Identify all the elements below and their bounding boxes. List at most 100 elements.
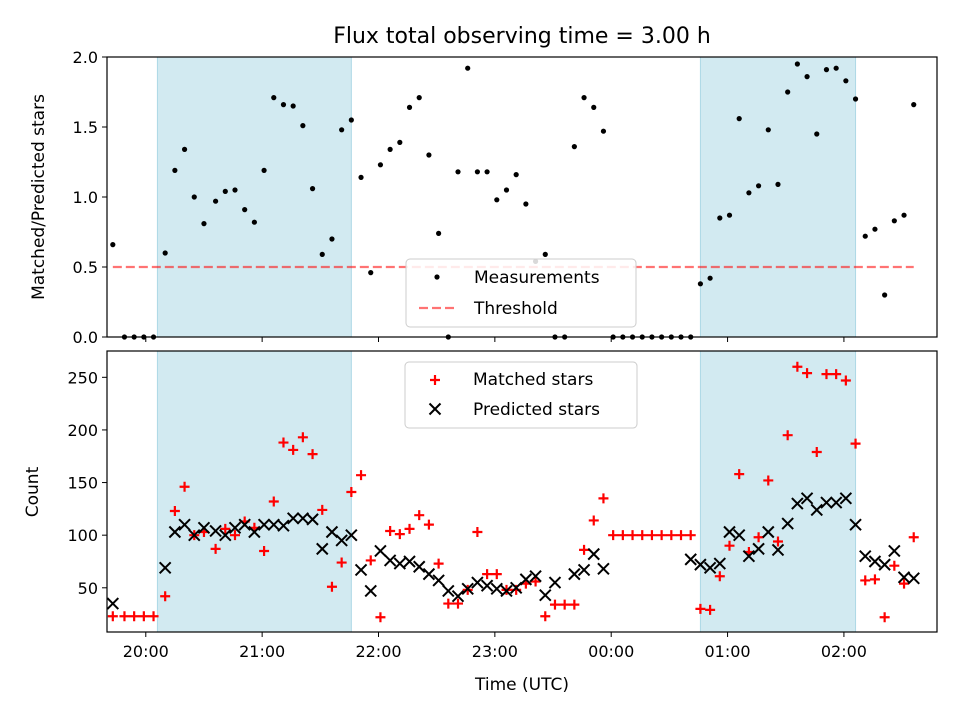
top-axes: 0.00.51.01.52.0 Matched/Predicted stars … xyxy=(29,48,938,347)
predicted-star-point xyxy=(209,524,222,538)
matched-star-point xyxy=(423,519,434,530)
measurement-point xyxy=(261,167,267,173)
predicted-star-point xyxy=(168,525,182,539)
matched-star-point xyxy=(831,369,842,380)
predicted-star-point xyxy=(374,544,387,558)
measurement-point xyxy=(911,102,917,108)
measurement-point xyxy=(348,117,354,123)
measurement-point xyxy=(339,127,345,133)
measurement-point xyxy=(833,65,839,71)
measurement-point xyxy=(726,212,733,218)
matched-star-point xyxy=(491,569,502,580)
predicted-star-point xyxy=(771,543,785,557)
measurement-point xyxy=(765,127,771,133)
y-tick-label: 250 xyxy=(67,368,98,387)
measurement-point xyxy=(201,221,207,227)
measurement-point xyxy=(300,123,306,129)
measurement-point xyxy=(222,188,228,194)
matched-star-point xyxy=(540,611,551,622)
x-tick-label: 21:00 xyxy=(239,642,285,661)
predicted-star-point xyxy=(197,521,211,535)
predicted-star-point xyxy=(286,512,300,525)
predicted-star-point xyxy=(568,567,581,581)
predicted-star-point xyxy=(703,561,717,575)
shaded-interval-1 xyxy=(156,56,352,338)
predicted-star-point xyxy=(781,517,794,530)
bottom-x-ticks: 20:00 21:00 22:00 23:00 00:00 01:00 02:00 xyxy=(123,632,867,661)
shaded-interval-2 xyxy=(699,350,857,633)
top-shaded-regions xyxy=(156,56,857,338)
matched-star-point xyxy=(549,599,560,610)
matched-star-point xyxy=(889,560,900,571)
predicted-star-point xyxy=(878,558,891,571)
predicted-star-point xyxy=(694,558,707,571)
matched-star-point xyxy=(646,530,657,541)
legend-measurements-marker xyxy=(434,274,440,280)
measurement-point xyxy=(242,207,248,213)
predicted-star-point xyxy=(383,554,397,567)
bottom-axes-frame xyxy=(106,350,938,633)
predicted-star-point xyxy=(548,576,562,589)
predicted-star-point xyxy=(158,561,172,575)
measurement-point xyxy=(571,144,577,150)
measurement-point xyxy=(110,242,116,248)
matched-star-point xyxy=(169,505,180,516)
matched-star-point xyxy=(666,530,677,541)
legend-predicted-marker xyxy=(428,402,442,416)
matched-star-point xyxy=(433,558,444,569)
predicted-star-point xyxy=(277,519,290,532)
matched-star-point xyxy=(268,496,279,507)
measurement-point xyxy=(181,146,188,152)
measurement-point xyxy=(329,236,335,242)
measurement-point xyxy=(494,197,500,203)
matched-star-point xyxy=(559,599,570,610)
measurement-point xyxy=(591,104,597,110)
matched-star-point xyxy=(850,438,861,449)
predicted-star-point xyxy=(354,563,368,577)
top-legend: Measurements Threshold xyxy=(405,258,637,328)
predicted-star-point xyxy=(442,584,455,598)
predicted-star-point xyxy=(257,518,271,531)
measurement-point xyxy=(503,187,510,193)
shaded-interval-2 xyxy=(699,56,857,338)
measurement-point xyxy=(280,102,287,108)
matched-star-point xyxy=(705,604,716,615)
matched-star-point xyxy=(598,493,609,504)
measurement-point xyxy=(387,146,393,152)
y-tick-label: 1.5 xyxy=(73,118,98,137)
x-tick-label: 23:00 xyxy=(472,642,518,661)
matched-star-point xyxy=(753,532,764,543)
measurement-point xyxy=(358,174,364,180)
predicted-star-point xyxy=(888,544,901,558)
matched-star-point xyxy=(297,432,308,443)
matched-star-point xyxy=(869,574,880,585)
matched-star-point xyxy=(453,598,464,609)
matched-star-point xyxy=(385,525,396,536)
predicted-star-point xyxy=(432,574,445,587)
matched-star-point xyxy=(259,545,270,556)
predicted-star-point xyxy=(345,528,358,542)
measurement-point xyxy=(162,250,168,256)
y-tick-label: 50 xyxy=(78,579,98,598)
legend-matched-label: Matched stars xyxy=(473,370,593,390)
matched-star-point xyxy=(414,510,425,521)
matched-star-point xyxy=(220,523,231,534)
matched-star-point xyxy=(627,530,638,541)
legend-matched-marker xyxy=(430,375,440,385)
predicted-star-point xyxy=(238,518,251,531)
predicted-star-point xyxy=(490,582,503,596)
predicted-star-point xyxy=(106,597,120,610)
matched-star-point xyxy=(724,540,735,551)
x-axis-label: Time (UTC) xyxy=(474,675,569,695)
matched-star-point xyxy=(608,530,619,541)
predicted-star-point xyxy=(335,534,348,547)
matched-star-point xyxy=(148,611,159,622)
matched-stars-series xyxy=(107,361,919,623)
matched-star-point xyxy=(119,611,130,622)
predicted-star-point xyxy=(219,528,232,542)
matched-star-point xyxy=(637,530,648,541)
measurement-point xyxy=(775,181,781,187)
measurement-point xyxy=(872,226,878,232)
matched-star-point xyxy=(482,569,493,580)
predicted-star-point xyxy=(471,576,484,589)
